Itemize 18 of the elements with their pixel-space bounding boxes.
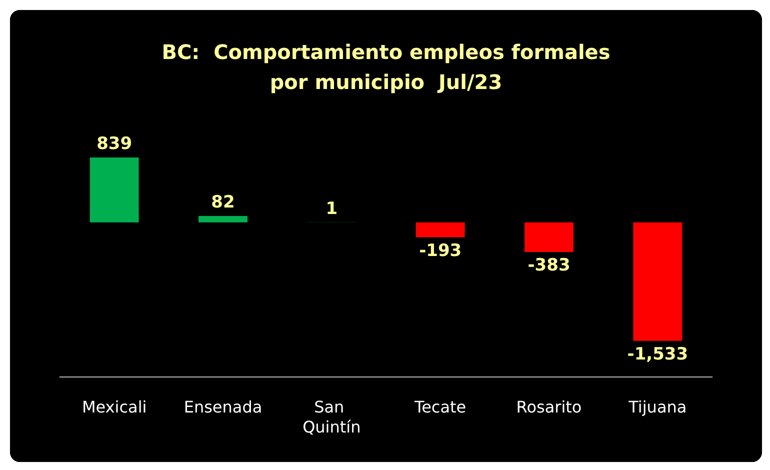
bar	[198, 216, 248, 222]
bar	[90, 157, 139, 222]
x-tick-label: Tijuana	[628, 398, 687, 416]
bar	[633, 222, 682, 341]
data-label: 82	[211, 192, 235, 212]
x-tick-label: Rosarito	[516, 398, 582, 416]
data-label: 839	[96, 134, 132, 154]
x-tick-label: Tecate	[414, 398, 466, 416]
chart-title: BC: Comportamiento empleos formales por municipio Jul/23	[162, 40, 610, 94]
data-label: -1,533	[627, 344, 688, 364]
data-label: -193	[419, 240, 462, 261]
x-tick-label: San Quintín	[302, 398, 361, 436]
bar	[416, 222, 465, 238]
data-label: 1	[326, 198, 338, 219]
x-tick-label: Mexicali	[82, 398, 147, 416]
bar	[524, 222, 574, 252]
x-tick-label: Ensenada	[184, 398, 262, 416]
data-label: -383	[528, 255, 570, 276]
